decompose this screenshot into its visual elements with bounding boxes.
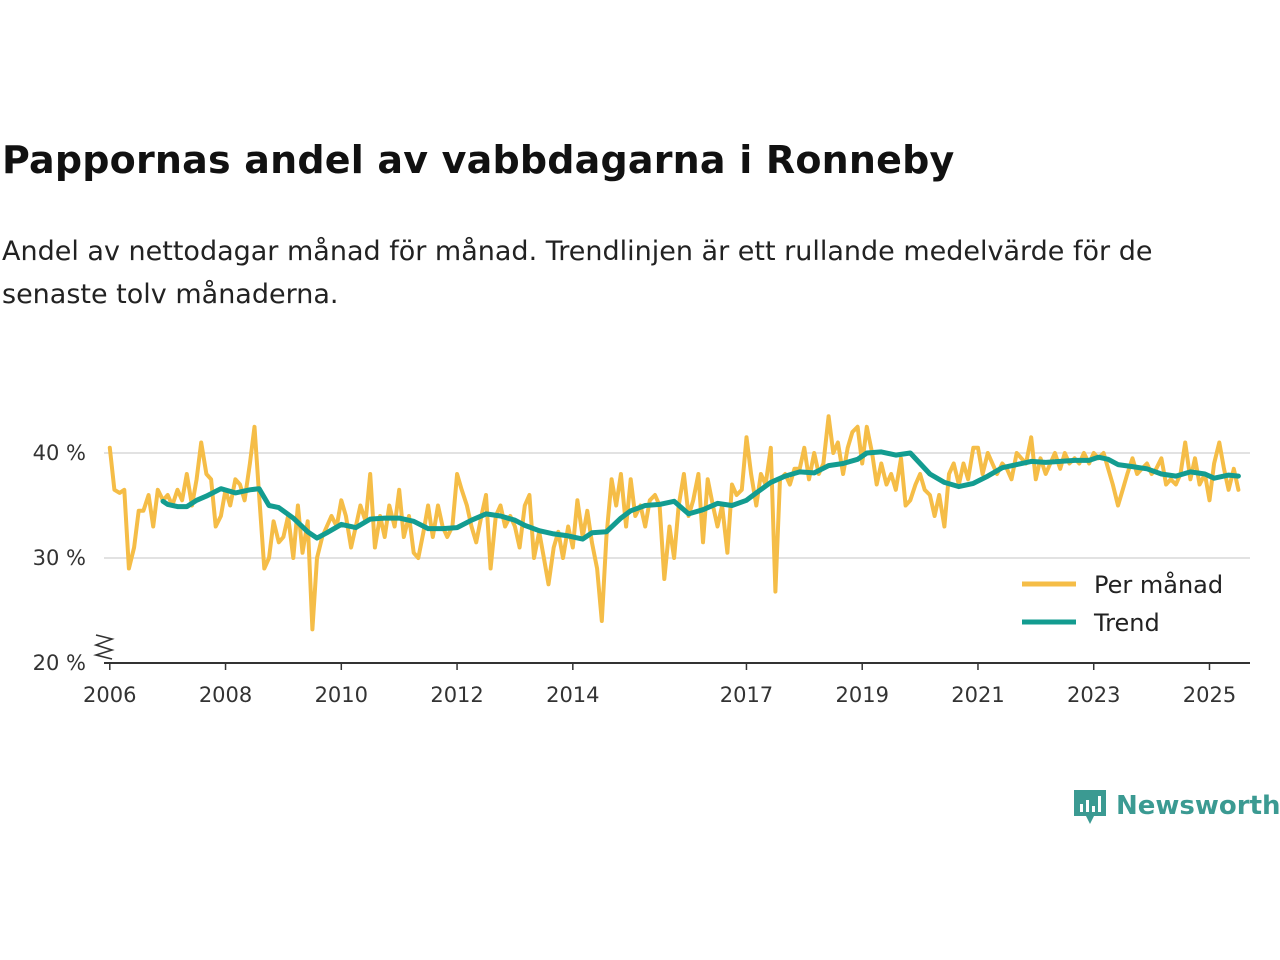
y-tick-label: 20 % (33, 651, 86, 675)
chart-title: Pappornas andel av vabbdagarna i Ronneby (2, 138, 955, 182)
legend: Per månad Trend (1022, 570, 1223, 637)
x-tick-label: 2006 (83, 683, 136, 707)
x-tick-label: 2025 (1183, 683, 1236, 707)
x-tick-label: 2010 (315, 683, 368, 707)
x-tick-label: 2014 (546, 683, 599, 707)
brand-name: Newsworthy (1116, 791, 1280, 821)
y-tick-label: 40 % (33, 441, 86, 465)
chart-bubble-icon (1074, 790, 1106, 824)
x-tick-label: 2023 (1067, 683, 1120, 707)
legend-label-trend: Trend (1093, 609, 1160, 637)
legend-label-monthly: Per månad (1094, 570, 1223, 599)
x-tick-label: 2021 (951, 683, 1004, 707)
series-line-monthly (107, 414, 1241, 632)
x-tick-label: 2012 (430, 683, 483, 707)
x-tick-label: 2008 (199, 683, 252, 707)
chart-subtitle: Andel av nettodagar månad för månad. Tre… (2, 236, 1153, 310)
line-chart: 20 % 30 % 40 % 2006 2008 2010 2012 2014 2017 2019… (33, 414, 1250, 707)
axis-break-icon (93, 634, 115, 660)
x-tick-label: 2017 (720, 683, 773, 707)
x-tick-label: 2019 (835, 683, 888, 707)
series-lines (107, 414, 1241, 632)
axes: 20 % 30 % 40 % 2006 2008 2010 2012 2014 2017 2019… (33, 441, 1250, 707)
series-line-trend (160, 449, 1241, 542)
brand-logo[interactable]: Newsworthy (1070, 786, 1280, 826)
y-tick-label: 30 % (33, 546, 86, 570)
